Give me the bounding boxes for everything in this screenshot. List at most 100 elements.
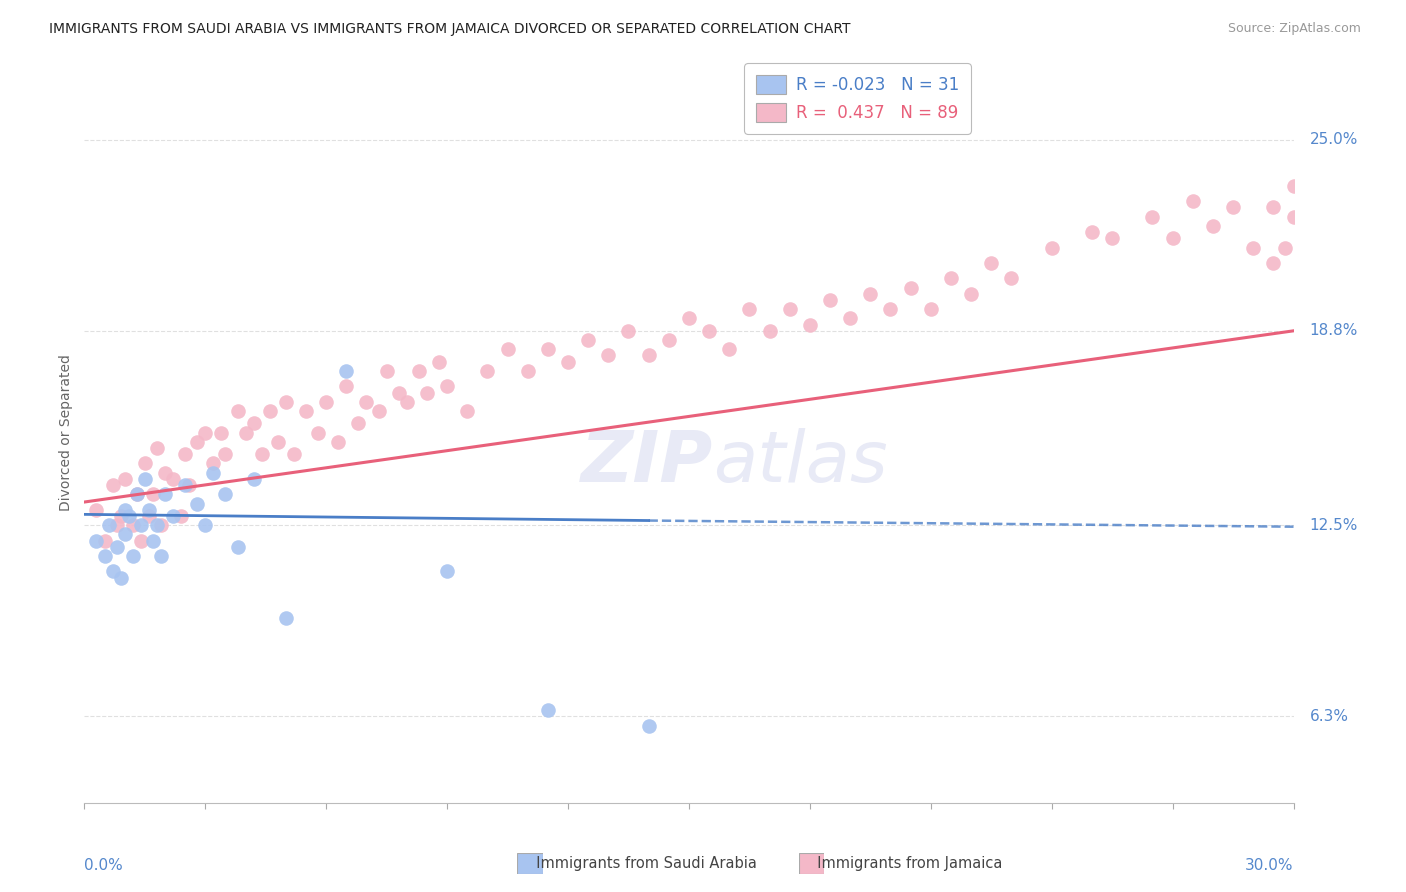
Point [960,286,983,301]
Text: ZIP: ZIP [581,428,713,497]
Point [214,447,236,461]
Point [395,394,418,409]
Point [118,508,141,523]
Point [900,280,922,294]
Text: Immigrants from Saudi Arabia: Immigrants from Saudi Arabia [527,856,756,871]
Point [637,349,659,363]
Point [859,286,882,301]
Point [818,293,841,307]
Point [1263,201,1285,215]
Point [142,533,165,548]
Point [436,379,458,393]
Point [101,565,124,579]
Point [129,533,152,548]
Y-axis label: Divorced or Separated: Divorced or Separated [59,354,73,511]
Point [149,518,172,533]
Point [162,472,184,486]
Point [97,518,120,533]
Point [1202,219,1225,233]
Point [388,385,411,400]
Point [879,302,901,317]
Text: 0.0%: 0.0% [84,858,124,873]
Point [138,502,160,516]
Point [1282,210,1305,224]
Point [456,404,478,418]
Point [980,256,1002,270]
Point [174,447,197,461]
Point [274,394,297,409]
Point [335,364,357,378]
Point [194,518,217,533]
Point [121,518,143,533]
Point [209,425,232,440]
Point [335,379,357,393]
Point [250,447,273,461]
Point [214,487,236,501]
Text: 12.5%: 12.5% [1309,517,1358,533]
Point [557,354,579,368]
Point [315,394,337,409]
Point [939,271,962,285]
Text: IMMIGRANTS FROM SAUDI ARABIA VS IMMIGRANTS FROM JAMAICA DIVORCED OR SEPARATED CO: IMMIGRANTS FROM SAUDI ARABIA VS IMMIGRAN… [49,22,851,37]
Point [114,472,136,486]
Point [146,441,169,455]
Point [114,502,136,516]
Point [799,318,821,332]
Point [186,497,208,511]
Point [138,508,160,523]
Point [328,434,350,449]
Point [149,549,172,563]
Point [1161,231,1184,245]
Point [718,343,741,357]
Point [295,404,318,418]
Point [114,527,136,541]
Text: 18.8%: 18.8% [1309,323,1358,338]
Point [516,364,538,378]
Point [1142,210,1164,224]
Point [129,518,152,533]
Point [920,302,942,317]
Point [416,385,439,400]
Point [1000,271,1022,285]
Point [93,549,115,563]
Point [1101,231,1123,245]
Point [101,478,124,492]
Point [125,487,148,501]
Text: 25.0%: 25.0% [1309,132,1358,147]
Text: atlas: atlas [713,428,887,497]
Point [1222,201,1244,215]
Point [576,333,599,347]
Point [226,540,249,554]
Point [121,549,143,563]
Point [202,457,225,471]
Point [1274,240,1296,255]
Point [153,466,176,480]
Point [93,533,115,548]
Point [537,703,560,717]
Point [1282,178,1305,193]
Point [125,487,148,501]
Text: Immigrants from Jamaica: Immigrants from Jamaica [808,856,1002,871]
Point [105,540,128,554]
Point [307,425,329,440]
Point [179,478,201,492]
Point [105,518,128,533]
Point [274,611,297,625]
Point [283,447,305,461]
Point [598,349,620,363]
Point [758,324,780,338]
Point [1081,225,1104,239]
Point [146,518,169,533]
Point [134,472,156,486]
Point [186,434,208,449]
Point [110,571,132,585]
Point [779,302,801,317]
Point [477,364,499,378]
Point [174,478,197,492]
Point [436,565,458,579]
Point [1263,256,1285,270]
Point [375,364,398,378]
Point [839,311,862,326]
Point [1241,240,1264,255]
Point [162,508,184,523]
